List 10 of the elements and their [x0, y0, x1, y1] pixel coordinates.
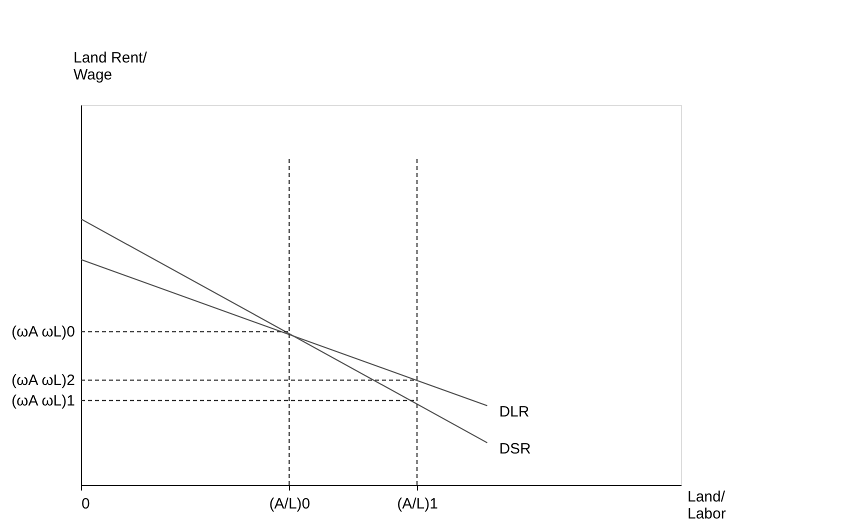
- series-label: DSR: [499, 440, 532, 458]
- x-tick-label: (A/L)1: [397, 496, 438, 512]
- series-label: (ωA ωL)1: [12, 392, 75, 410]
- y-axis-title: Land Rent/ Wage: [74, 50, 148, 84]
- series-label: (ωA ωL)0: [12, 324, 75, 341]
- x-axis-title: Land/ Labor: [688, 488, 726, 522]
- series-label: (ωA ωL)2: [12, 372, 75, 390]
- series-label: DLR: [499, 404, 530, 421]
- x-tick-label: (A/L)0: [269, 496, 310, 512]
- x-tick-label: 0: [82, 496, 90, 512]
